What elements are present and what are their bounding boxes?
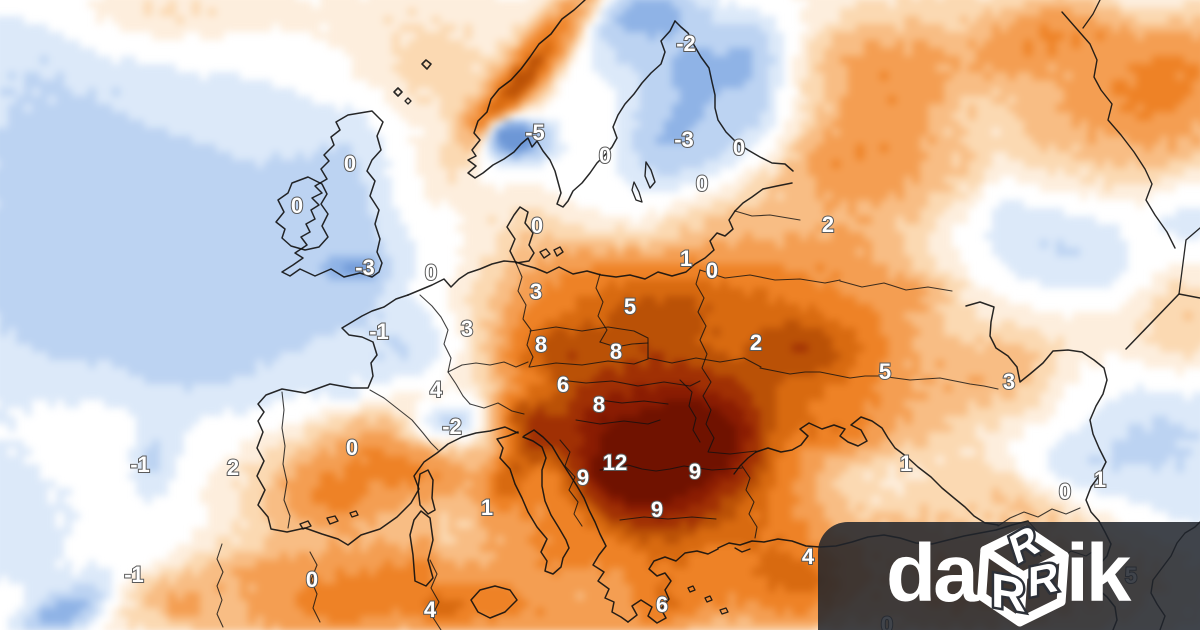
svg-text:0: 0 [425,260,437,285]
svg-text:3: 3 [1003,369,1015,394]
svg-text:9: 9 [651,497,663,522]
svg-text:-1: -1 [130,452,150,477]
svg-text:-3: -3 [355,255,375,280]
svg-text:da: da [886,528,980,619]
svg-text:4: 4 [802,544,815,569]
svg-text:0: 0 [599,143,611,168]
svg-text:12: 12 [603,450,627,475]
svg-text:4: 4 [424,597,437,622]
svg-text:R: R [991,563,1026,623]
svg-text:9: 9 [689,459,701,484]
svg-text:0: 0 [346,435,358,460]
svg-text:-5: -5 [525,120,545,145]
svg-text:9: 9 [577,465,589,490]
svg-text:0: 0 [291,193,303,218]
svg-text:6: 6 [557,372,569,397]
svg-text:R: R [1028,553,1058,606]
svg-text:0: 0 [706,258,718,283]
svg-text:4: 4 [430,377,443,402]
svg-text:0: 0 [733,135,745,160]
svg-text:8: 8 [535,332,547,357]
svg-text:6: 6 [656,592,668,617]
svg-text:2: 2 [822,212,834,237]
svg-text:0: 0 [344,151,356,176]
svg-text:0: 0 [696,171,708,196]
svg-text:1: 1 [481,495,493,520]
svg-text:-2: -2 [676,31,696,56]
svg-text:-3: -3 [674,127,694,152]
svg-text:-2: -2 [442,414,462,439]
svg-text:1: 1 [680,246,692,271]
svg-text:3: 3 [530,279,542,304]
svg-text:1: 1 [1094,467,1106,492]
svg-text:2: 2 [750,330,762,355]
svg-text:3: 3 [461,316,473,341]
svg-text:1: 1 [900,451,912,476]
svg-text:0: 0 [306,567,318,592]
svg-text:0: 0 [531,213,543,238]
svg-text:8: 8 [610,339,622,364]
svg-text:0: 0 [1059,479,1071,504]
svg-text:ik: ik [1066,528,1132,619]
svg-text:8: 8 [593,392,605,417]
svg-text:-1: -1 [124,562,144,587]
svg-text:5: 5 [879,359,891,384]
svg-text:5: 5 [624,294,636,319]
svg-text:2: 2 [227,455,239,480]
svg-text:-1: -1 [369,319,389,344]
